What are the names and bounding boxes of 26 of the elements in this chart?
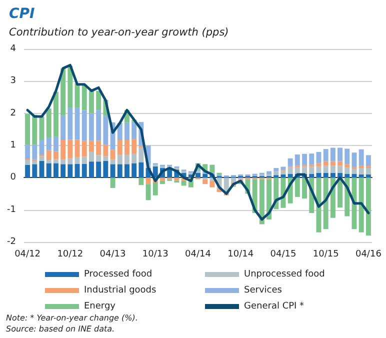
legend-label: General CPI * — [244, 302, 305, 312]
chart-subtitle: Contribution to year-on-year growth (pps) — [9, 26, 229, 38]
x-tick-label: 10/12 — [57, 250, 84, 260]
x-tick-label: 04/14 — [185, 250, 212, 260]
source-note: Source: based on INE data. — [6, 324, 115, 334]
legend-label: Services — [244, 286, 282, 296]
y-tick-label: 0 — [10, 172, 16, 183]
x-tick-label: 04/15 — [270, 250, 296, 260]
y-tick-label: 1 — [10, 140, 16, 150]
y-tick-label: 4 — [10, 44, 16, 54]
legend-label: Processed food — [84, 270, 152, 280]
y-tick-label: -2 — [7, 237, 16, 247]
x-tick-label: 04/16 — [355, 250, 382, 260]
x-tick-label: 10/13 — [142, 250, 168, 260]
legend-label: Energy — [84, 302, 116, 312]
x-tick-label: 04/12 — [14, 250, 41, 260]
legend-label: Unprocessed food — [244, 270, 325, 280]
legend-label: Industrial goods — [84, 286, 157, 296]
y-tick-label: 3 — [10, 76, 16, 86]
y-tick-label: -1 — [7, 204, 16, 215]
x-tick-label: 04/13 — [100, 250, 126, 260]
x-tick-label: 10/14 — [228, 250, 254, 260]
text: Note: * Year-on-year change (%). — [6, 314, 138, 322]
x-tick-label: 10/15 — [312, 250, 339, 260]
y-tick-label: 2 — [10, 108, 16, 118]
chart-title: CPI — [9, 6, 35, 22]
